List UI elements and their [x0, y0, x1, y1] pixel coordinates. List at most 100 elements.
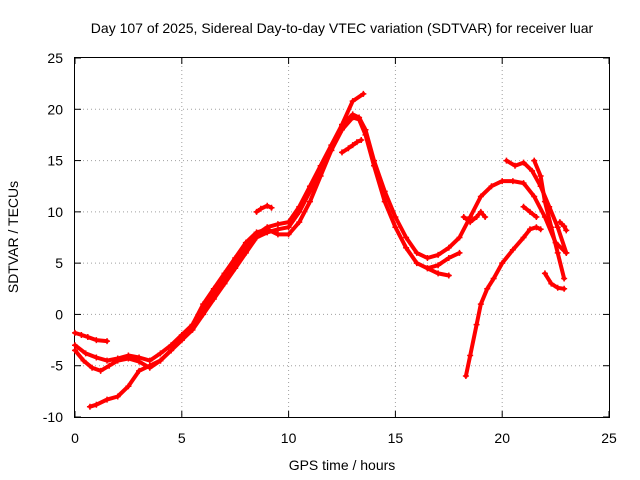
data-point [221, 270, 228, 277]
y-tick-label: 0 [55, 306, 63, 322]
series-line [254, 203, 274, 214]
data-point [257, 205, 264, 212]
data-point [146, 362, 153, 369]
series-track-13 [460, 208, 489, 226]
data-point [445, 272, 452, 279]
data-point [541, 198, 548, 205]
series-line [73, 330, 109, 344]
data-point [358, 137, 365, 144]
data-point [563, 249, 570, 256]
data-point [339, 121, 345, 128]
data-point [104, 338, 111, 345]
data-point [136, 367, 143, 374]
data-point [353, 139, 360, 146]
series-track-10 [541, 270, 568, 292]
data-point [93, 354, 100, 361]
data-point [157, 357, 164, 364]
y-axis-label: SDTVAR / TECUs [5, 181, 21, 293]
data-point [424, 265, 431, 272]
data-point [467, 352, 474, 359]
y-tick-label: -10 [43, 409, 63, 425]
data-point [349, 142, 356, 149]
series-line [73, 115, 462, 373]
data-point [392, 213, 399, 220]
data-point [533, 213, 540, 220]
data-point [317, 172, 324, 179]
data-point [520, 234, 527, 241]
data-point [413, 260, 420, 267]
data-point [520, 159, 527, 166]
data-point [435, 262, 442, 269]
data-point [477, 301, 484, 308]
series-track-6 [253, 202, 275, 215]
series-track-3 [72, 329, 111, 345]
data-series [72, 90, 570, 410]
series-track-9 [531, 157, 568, 282]
data-point [509, 178, 516, 185]
data-point [93, 337, 100, 344]
data-point [381, 198, 388, 205]
data-point [526, 208, 533, 215]
data-point [264, 226, 271, 233]
data-point [253, 229, 260, 236]
series-track-12 [520, 203, 540, 220]
x-tick-label: 20 [494, 430, 510, 446]
data-point [242, 239, 249, 246]
data-point [84, 333, 91, 340]
data-point [554, 249, 561, 256]
data-point [114, 393, 121, 400]
data-point [435, 251, 442, 258]
data-point [125, 383, 132, 390]
data-point [462, 372, 469, 379]
data-point [403, 244, 410, 251]
x-tick-label: 10 [281, 430, 297, 446]
data-point [86, 403, 93, 410]
plot-frame [74, 57, 610, 418]
data-point [512, 162, 519, 169]
data-point [242, 249, 249, 256]
data-point [477, 208, 484, 215]
data-point [541, 270, 548, 277]
data-point [362, 131, 369, 138]
data-point [232, 255, 239, 262]
data-point [285, 231, 292, 238]
data-point [445, 255, 452, 262]
data-point [548, 224, 555, 231]
x-tick-label: 25 [601, 430, 617, 446]
y-tick-label: 20 [47, 101, 63, 117]
data-point [264, 202, 271, 209]
series-line [504, 158, 569, 255]
data-point [529, 167, 536, 174]
data-point [168, 347, 175, 354]
y-tick-label: 10 [47, 204, 63, 220]
data-point [349, 114, 356, 121]
data-point [114, 357, 121, 364]
series-track-4 [86, 90, 367, 410]
data-point [533, 224, 540, 231]
data-point [200, 301, 207, 308]
data-point [460, 213, 467, 220]
data-point [456, 234, 463, 241]
data-point [80, 357, 87, 364]
data-point [210, 285, 217, 292]
data-point [520, 180, 527, 187]
series-track-7 [462, 224, 544, 379]
data-point [268, 204, 275, 211]
series-track-14 [424, 265, 452, 279]
data-point [499, 260, 506, 267]
series-line [532, 158, 567, 281]
data-point [296, 208, 303, 215]
data-point [72, 342, 78, 349]
series-track-11 [556, 219, 570, 234]
data-point [482, 213, 489, 220]
data-point [339, 149, 345, 156]
data-point [97, 367, 104, 374]
x-tick-label: 15 [388, 430, 404, 446]
data-point [78, 331, 85, 338]
data-point [520, 203, 527, 210]
data-point [72, 329, 78, 336]
data-point [296, 219, 303, 226]
data-point [210, 296, 217, 303]
data-point [349, 98, 356, 105]
data-point [89, 364, 96, 371]
